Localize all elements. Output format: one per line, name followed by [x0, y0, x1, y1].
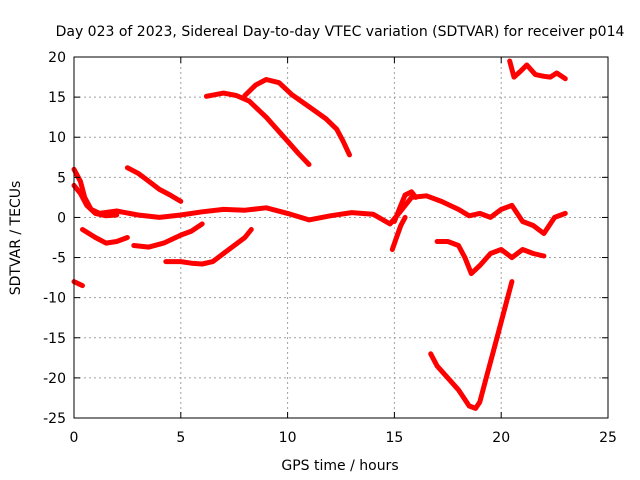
series-track-12 — [434, 239, 547, 277]
y-tick-label: 20 — [48, 50, 66, 66]
y-tick-label: 15 — [48, 90, 66, 106]
series-track-2 — [71, 182, 120, 219]
x-tick-label: 10 — [279, 430, 297, 446]
series-track-11 — [389, 214, 408, 252]
series-track-5 — [124, 165, 184, 204]
y-tick-label: -25 — [43, 411, 66, 427]
tick-layer: 0 5 10 15 20 25 -25 -20 -15 -10 -5 0 5 10 15 20 — [43, 50, 617, 446]
x-tick-label: 20 — [492, 430, 510, 446]
series-track-7 — [163, 227, 254, 267]
series-track-1 — [71, 166, 568, 236]
chart-title: Day 023 of 2023, Sidereal Day-to-day VTE… — [56, 24, 625, 40]
grid-lines — [74, 57, 608, 418]
series-track-3 — [80, 227, 130, 246]
y-tick-label: 5 — [57, 170, 66, 186]
y-tick-label: -15 — [43, 331, 66, 347]
x-tick-label: 15 — [385, 430, 403, 446]
x-tick-label: 25 — [599, 430, 617, 446]
series-track-4 — [71, 279, 85, 289]
y-tick-label: 0 — [57, 210, 66, 226]
series-track-13 — [428, 279, 515, 411]
plot-frame — [73, 56, 609, 419]
series-track-14 — [507, 58, 568, 82]
series-track-8 — [203, 90, 312, 167]
x-tick-label: 5 — [176, 430, 185, 446]
series-track-10 — [391, 189, 419, 224]
series-layer — [71, 58, 568, 411]
y-tick-label: -5 — [52, 251, 66, 267]
y-tick-label: 10 — [48, 130, 66, 146]
x-axis-label: GPS time / hours — [281, 458, 398, 474]
series-track-9 — [242, 77, 352, 158]
y-tick-label: -10 — [43, 291, 66, 307]
x-tick-label: 0 — [70, 430, 79, 446]
series-track-6 — [131, 221, 205, 250]
y-tick-label: -20 — [43, 371, 66, 387]
y-axis-label: SDTVAR / TECUs — [8, 181, 24, 296]
